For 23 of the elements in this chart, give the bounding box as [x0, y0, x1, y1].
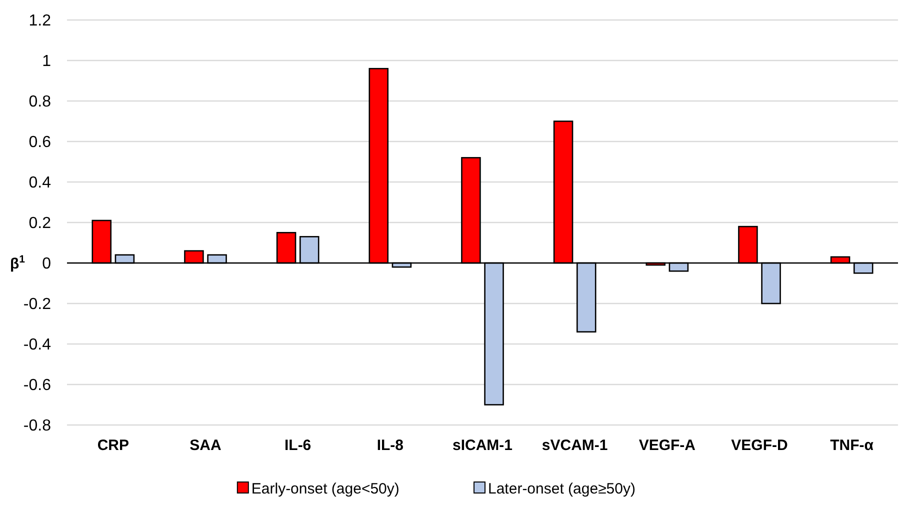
y-tick-label: 0 — [42, 256, 52, 273]
y-tick-label: 1.2 — [28, 12, 52, 30]
y-tick-label: 0.2 — [28, 215, 52, 232]
y-tick-label: -0.8 — [23, 418, 52, 435]
y-tick-label: -0.6 — [23, 377, 52, 394]
y-tick-label: 0.6 — [28, 134, 52, 152]
x-tick-label: CRP — [97, 437, 130, 454]
x-tick-label: TNF-α — [830, 437, 874, 454]
x-tick-label: IL-8 — [376, 437, 404, 454]
y-axis-title: β$^{1}$ — [10, 253, 26, 272]
x-tick-label: sVCAM-1 — [542, 437, 608, 454]
x-tick-label: IL-6 — [284, 437, 312, 454]
x-tick-label: sICAM-1 — [452, 437, 513, 454]
x-tick-label: VEGF-D — [731, 437, 788, 454]
y-tick-label: 0.4 — [28, 174, 52, 192]
y-tick-label: 0.8 — [28, 94, 52, 111]
y-tick-label: 1 — [42, 53, 52, 70]
y-tick-label: -0.4 — [23, 336, 52, 354]
x-tick-label: VEGF-A — [638, 437, 696, 454]
y-tick-label: -0.2 — [23, 296, 52, 314]
legend-label: Early-onset (age<50y) — [251, 480, 400, 498]
legend-label: Later-onset (age≥50y) — [488, 480, 636, 498]
x-tick-label: SAA — [190, 437, 222, 454]
